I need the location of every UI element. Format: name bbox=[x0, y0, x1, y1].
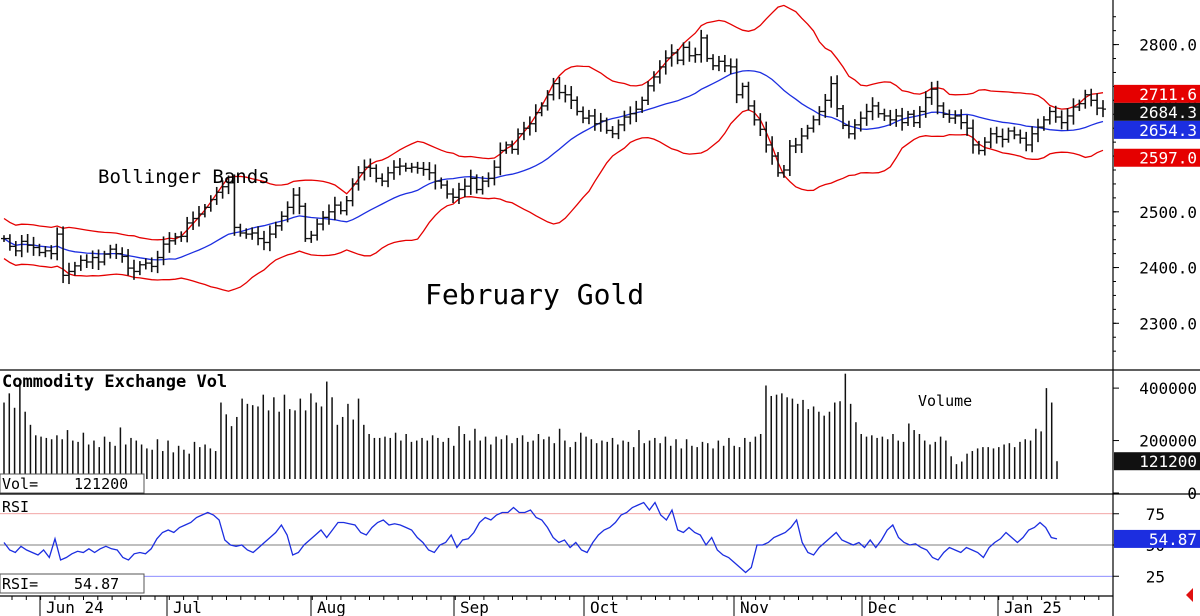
volume-readout-label: Vol= bbox=[2, 475, 38, 493]
price-indicator-label: 2711.6 bbox=[1139, 85, 1197, 104]
price-y-tick-label: 2800.0 bbox=[1139, 36, 1197, 55]
price-indicator-label: 2684.3 bbox=[1139, 103, 1197, 122]
rsi-readout-value: 54.87 bbox=[74, 575, 119, 593]
volume-readout-box bbox=[0, 473, 145, 494]
volume-readout-value: 121200 bbox=[74, 475, 128, 493]
month-label: Jan 25 bbox=[1004, 598, 1062, 616]
volume-y-tick-label: 0 bbox=[1187, 484, 1197, 503]
price-y-tick-label: 2400.0 bbox=[1139, 259, 1197, 278]
price-indicator-box bbox=[1114, 148, 1200, 167]
rsi-indicator-label: 54.87 bbox=[1149, 530, 1197, 549]
volume-legend: Volume bbox=[918, 392, 972, 410]
price-y-tick-label: 2300.0 bbox=[1139, 314, 1197, 333]
rsi-readout-box bbox=[0, 573, 145, 594]
rsi-indicator-box bbox=[1114, 529, 1200, 548]
volume-indicator-label: 121200 bbox=[1139, 452, 1197, 471]
rsi-panel-title: RSI bbox=[2, 498, 29, 516]
month-label: Sep bbox=[460, 598, 489, 616]
month-label: Oct bbox=[590, 598, 619, 616]
chart-annotation: Bollinger Bands bbox=[98, 166, 270, 188]
chart-title: February Gold bbox=[425, 278, 644, 311]
price-indicator-label: 2597.0 bbox=[1139, 149, 1197, 168]
month-label: Jun 24 bbox=[46, 598, 104, 616]
rsi-y-tick-label: 25 bbox=[1146, 567, 1165, 586]
rsi-line bbox=[3, 501, 1058, 574]
month-label: Nov bbox=[740, 598, 769, 616]
arrow-left-icon[interactable] bbox=[1186, 588, 1193, 602]
rsi-y-tick-label: 75 bbox=[1146, 505, 1165, 524]
price-indicator-box bbox=[1114, 120, 1200, 139]
volume-panel-title: Commodity Exchange Vol bbox=[2, 372, 227, 392]
price-indicator-box bbox=[1114, 84, 1200, 103]
upper-bollinger-band bbox=[3, 4, 1104, 241]
price-indicator-box bbox=[1114, 102, 1200, 121]
price-indicator-label: 2654.3 bbox=[1139, 121, 1197, 140]
volume-y-tick-label: 200000 bbox=[1139, 432, 1197, 451]
volume-indicator-box bbox=[1114, 452, 1200, 471]
lower-bollinger-band bbox=[3, 109, 1104, 292]
month-label: Aug bbox=[317, 598, 346, 616]
rsi-readout-label: RSI= bbox=[2, 575, 38, 593]
month-label: Jul bbox=[173, 598, 202, 616]
price-y-tick-label: 2500.0 bbox=[1139, 203, 1197, 222]
volume-y-tick-label: 400000 bbox=[1139, 379, 1197, 398]
month-label: Dec bbox=[868, 598, 897, 616]
